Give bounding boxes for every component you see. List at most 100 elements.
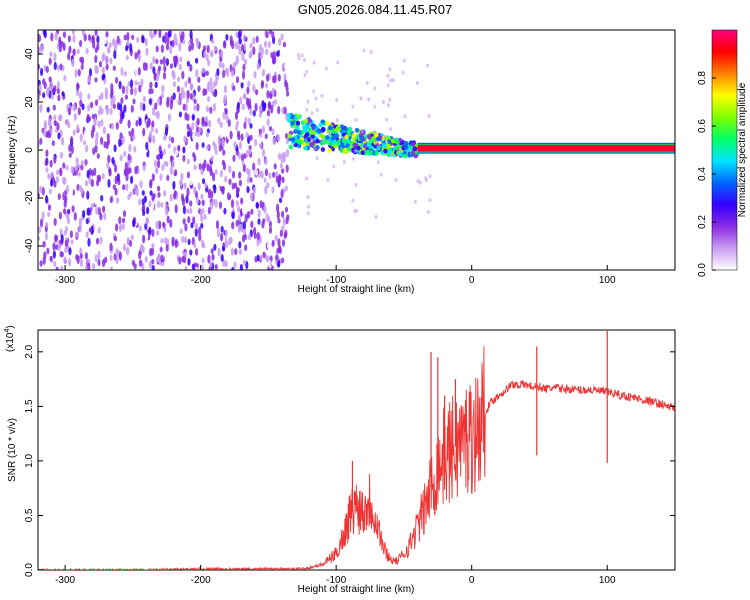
spectrogram-cell — [149, 81, 153, 89]
spectrogram-cell — [149, 180, 153, 189]
spectrogram-cell — [265, 31, 269, 39]
spectrogram-cell — [142, 203, 146, 212]
spectrogram-cell — [70, 144, 74, 155]
spectrogram-cell — [150, 247, 155, 256]
spectrogram-cell — [43, 81, 47, 90]
spectrogram-cell — [39, 218, 44, 228]
spectrogram-cell — [264, 157, 268, 166]
spectrogram-cell — [134, 166, 138, 175]
spectrogram-cell — [275, 254, 279, 261]
spectrogram-cell — [274, 234, 278, 242]
spectrogram-cell — [167, 143, 171, 149]
spectrogram-cell — [149, 190, 153, 196]
spectrogram-cell — [238, 48, 242, 56]
spectrogram-cell — [142, 164, 146, 172]
spectrogram-cell — [120, 97, 124, 104]
spectrogram-cell — [333, 143, 338, 149]
spectrogram-cell — [325, 120, 330, 126]
spectrogram-cell — [97, 227, 101, 234]
spectrogram-cell — [332, 164, 336, 169]
spectrogram-cell — [236, 82, 240, 89]
spectrogram-cell — [185, 194, 189, 204]
spectrogram-cell — [240, 133, 244, 141]
spectrogram-cell — [155, 45, 159, 53]
spectrogram-cell — [50, 93, 54, 100]
spectrogram-cell — [186, 208, 190, 214]
spectrogram-cell — [121, 135, 125, 145]
spectrogram-cell — [262, 251, 266, 259]
spectrogram-cell — [139, 259, 143, 267]
spectrogram-cell — [297, 52, 301, 57]
spectrogram-cell — [130, 175, 134, 184]
spectrogram-cell — [88, 67, 93, 77]
spectrogram-cell — [216, 68, 220, 76]
spectrogram-cell — [41, 186, 45, 196]
spectrogram-cell — [221, 246, 226, 252]
spectrogram-cell — [124, 161, 128, 171]
spectrogram-cell — [177, 76, 181, 82]
spectrogram-cell — [80, 160, 84, 166]
spectrogram-cell — [155, 128, 159, 134]
spectrogram-cell — [164, 31, 168, 38]
spectrogram-cell — [186, 158, 190, 165]
spectrogram-cell — [107, 178, 111, 188]
spectrogram-cell — [186, 60, 190, 67]
spectrogram-cell — [53, 217, 57, 227]
spectrogram-cell — [212, 140, 216, 148]
spectrogram-cell — [157, 200, 161, 209]
spectrogram-cell — [110, 266, 114, 270]
spectrogram-cell — [258, 135, 262, 144]
spectrogram-cell — [397, 137, 403, 143]
spectrogram-cell — [284, 206, 289, 213]
spectrogram-cell — [84, 265, 88, 270]
snr-y-tick-label: 2.0 — [24, 344, 35, 358]
spectrogram-cell — [70, 166, 74, 174]
spectrogram-cell — [426, 209, 430, 214]
spectrogram-cell — [237, 206, 241, 213]
spectrogram-cell — [235, 76, 240, 84]
spectrogram-cell — [225, 241, 229, 248]
spectrogram-cell — [172, 92, 176, 100]
spectrogram-cell — [270, 265, 275, 270]
spectrogram-cell — [306, 99, 310, 104]
spectrogram-cell — [63, 75, 67, 82]
spectrogram-cell — [241, 206, 246, 215]
spectrogram-cell — [57, 94, 61, 102]
spectrogram-cell — [171, 136, 175, 144]
spectrogram-cell — [39, 103, 43, 113]
spectrogram-cell — [142, 95, 146, 103]
spectrogram-cell — [56, 122, 60, 131]
spectrogram-cell — [170, 95, 174, 104]
spectrogram-cell — [67, 52, 71, 61]
spectrogram-cell — [303, 73, 307, 78]
spectrogram-cell — [389, 153, 393, 157]
spectrogram-cell — [204, 182, 208, 189]
spectrogram-cell — [85, 144, 89, 153]
spectrogram-cell — [51, 177, 55, 183]
spectrogram-cell — [285, 217, 289, 225]
spectrogram-cell — [310, 111, 314, 116]
spectrogram-cell — [266, 109, 271, 117]
spectrogram-cell — [256, 231, 260, 241]
spectrogram-cell — [248, 181, 252, 188]
spectrogram-cell — [163, 135, 167, 142]
spectrogram-cell — [140, 78, 144, 88]
spectrogram-cell — [197, 85, 201, 92]
spectrogram-cell — [115, 223, 119, 232]
spectrogram-cell — [271, 128, 275, 136]
spectrogram-cell — [100, 119, 104, 127]
spectrogram-cell — [157, 159, 161, 169]
spectrogram-cell — [206, 219, 210, 225]
spectrogram-cell — [184, 102, 188, 112]
spectrogram-cell — [257, 157, 261, 166]
spectrogram-cell — [260, 170, 264, 176]
spectrogram-cell — [112, 38, 116, 47]
spectrogram-cell — [268, 260, 272, 269]
spectrogram-cell — [152, 135, 156, 144]
spectrogram-cell — [107, 154, 111, 164]
spectrogram-cell — [227, 200, 231, 207]
spectrogram-cell — [159, 173, 163, 181]
spectrogram-cell — [48, 76, 52, 83]
spectrogram-cell — [281, 225, 285, 232]
